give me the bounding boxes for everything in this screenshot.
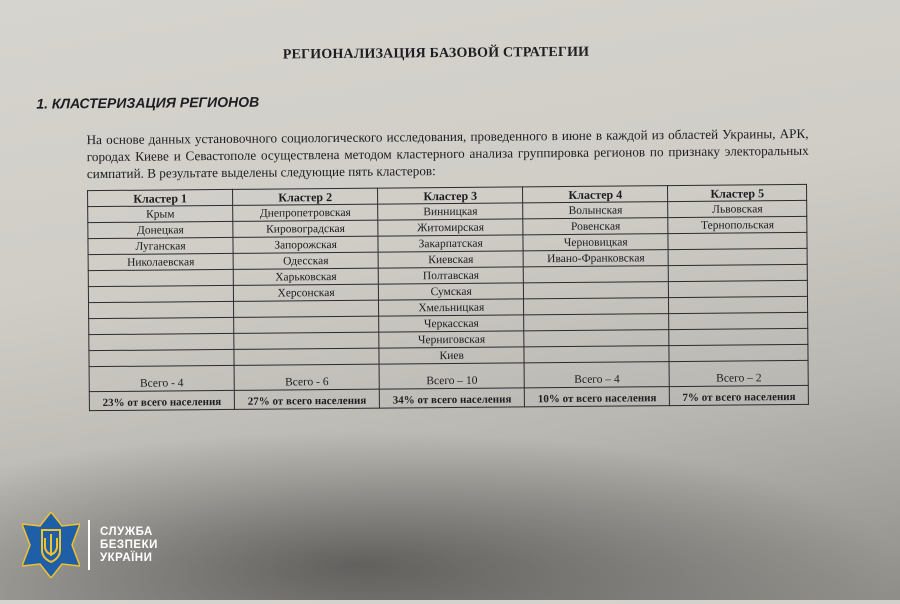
table-cell: [523, 297, 669, 315]
table-cell: [234, 348, 380, 366]
table-cell: [88, 349, 235, 367]
table-cell: Днепропетровская: [232, 204, 378, 222]
table-cell: [668, 296, 808, 314]
table-cell: Волынская: [522, 201, 669, 219]
logo-line: БЕЗПЕКИ: [100, 538, 158, 551]
table-cell: Харьковская: [233, 268, 379, 286]
total-cell: Всего – 10: [379, 362, 525, 390]
page-title: РЕГИОНАЛИЗАЦИЯ БАЗОВОЙ СТРАТЕГИИ: [282, 44, 590, 63]
total-cell: Всего – 2: [669, 360, 809, 387]
intro-paragraph: На основе данных установочного социологи…: [86, 125, 809, 182]
logo-line: УКРАЇНИ: [100, 551, 153, 564]
table-cell: [523, 281, 669, 299]
table-cell: Черкасская: [378, 314, 525, 333]
table-cell: Крым: [87, 205, 233, 223]
table-cell: [88, 301, 234, 319]
table-cell: [524, 329, 670, 347]
table-cell: Кировоградская: [232, 220, 379, 238]
column-header: Кластер 4: [522, 185, 668, 203]
total-cell: Всего - 6: [234, 364, 380, 391]
table-cell: Одесская: [233, 252, 379, 270]
table-cell: [523, 313, 670, 331]
table-cell: [668, 280, 808, 298]
sbu-shield-icon: [22, 512, 80, 578]
table-cell: [669, 344, 809, 362]
total-cell: Всего - 4: [89, 365, 235, 392]
table-cell: [668, 248, 808, 266]
table-cell: [668, 312, 808, 330]
table-cell: Винницкая: [377, 202, 524, 221]
table-cell: [524, 345, 670, 363]
column-header: Кластер 5: [667, 184, 807, 202]
population-share-cell: 27% от всего населения: [234, 389, 380, 410]
table-cell: [523, 265, 669, 283]
sbu-logo: СЛУЖБА БЕЗПЕКИ УКРАЇНИ: [22, 512, 158, 578]
table-cell: Ивано-Франковская: [523, 249, 669, 267]
sbu-logo-text: СЛУЖБА БЕЗПЕКИ УКРАЇНИ: [100, 526, 158, 565]
table-cell: [668, 232, 808, 250]
table-cell: Житомирская: [377, 218, 524, 237]
population-share-cell: 23% от всего населения: [89, 390, 235, 411]
table-cell: [668, 264, 808, 282]
column-header: Кластер 1: [87, 189, 233, 207]
table-cell: Ровенская: [523, 217, 669, 235]
table-cell: Львовская: [667, 200, 807, 218]
table-cell: Сумская: [378, 282, 524, 301]
table-cell: [233, 332, 380, 350]
population-share-cell: 10% от всего населения: [524, 386, 670, 407]
table-cell: Запорожская: [233, 236, 379, 254]
clusters-table: Кластер 1 Кластер 2 Кластер 3 Кластер 4 Клас…: [87, 184, 809, 411]
section-heading: 1. КЛАСТЕРИЗАЦИЯ РЕГИОНОВ: [36, 93, 260, 112]
table-cell: [233, 316, 379, 334]
table-cell: Черновицкая: [523, 233, 669, 251]
total-cell: Всего – 4: [524, 361, 670, 388]
table-cell: [88, 285, 234, 303]
population-share-cell: 34% от всего населения: [379, 387, 525, 409]
table-cell: Хмельницкая: [378, 298, 524, 317]
table-cell: Николаевская: [88, 253, 234, 271]
column-header: Кластер 2: [232, 188, 378, 206]
table-cell: [88, 269, 234, 287]
table-cell: Херсонская: [233, 284, 379, 302]
table-cell: Киев: [379, 346, 525, 365]
table-cell: Донецкая: [87, 221, 234, 239]
table-cell: Черниговская: [378, 330, 525, 349]
table-cell: [88, 333, 235, 351]
table-cell: [233, 300, 379, 318]
table-cell: Закарпатская: [378, 234, 524, 253]
table-cell: Киевская: [378, 250, 524, 269]
table-cell: Полтавская: [378, 266, 524, 285]
population-share-cell: 7% от всего населения: [669, 385, 809, 406]
column-header: Кластер 3: [377, 186, 523, 205]
table-cell: [669, 328, 808, 346]
table-cell: [88, 317, 234, 335]
table-cell: Луганская: [87, 237, 234, 255]
table-cell: Тернопольская: [668, 216, 807, 234]
logo-line: СЛУЖБА: [100, 525, 153, 538]
